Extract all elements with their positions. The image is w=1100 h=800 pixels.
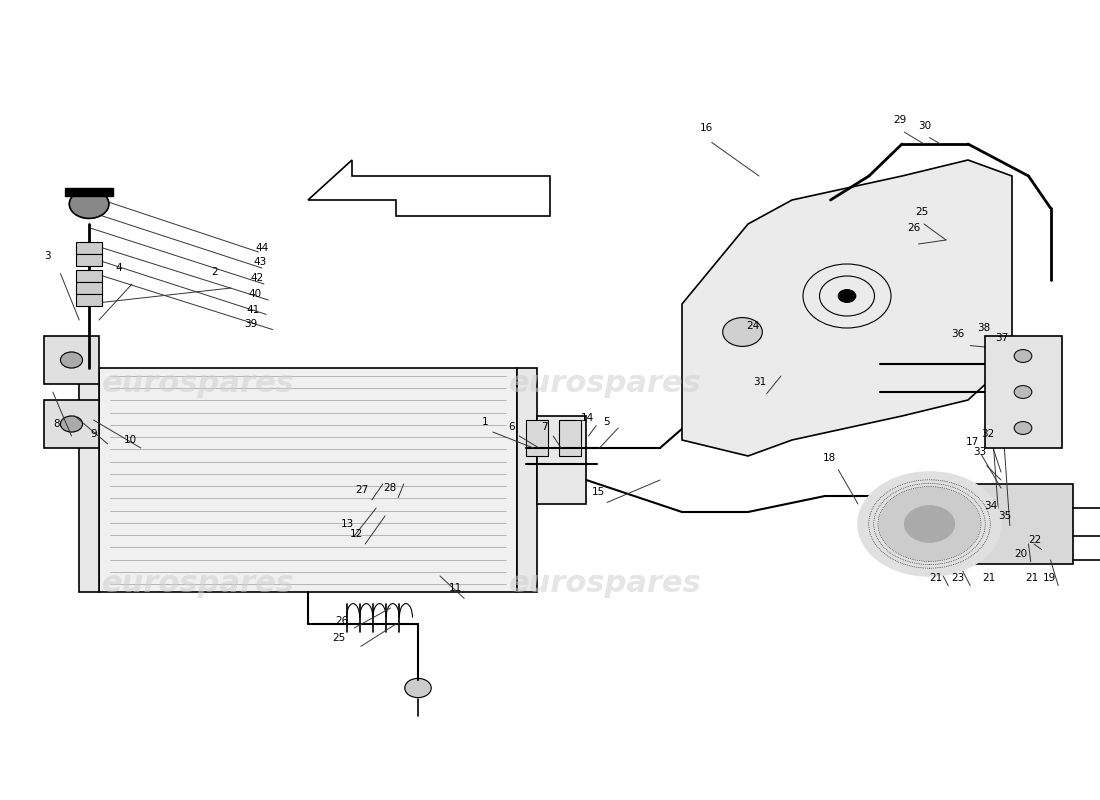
Text: eurospares: eurospares — [101, 570, 295, 598]
Text: 40: 40 — [249, 289, 262, 298]
Circle shape — [60, 416, 82, 432]
Bar — [79, 368, 99, 592]
Text: 35: 35 — [998, 511, 1011, 521]
Text: 14: 14 — [581, 414, 594, 423]
Text: eurospares: eurospares — [508, 370, 702, 398]
Text: 15: 15 — [592, 487, 605, 497]
Text: 20: 20 — [1014, 549, 1027, 558]
Text: 23: 23 — [952, 573, 965, 582]
Circle shape — [880, 488, 979, 560]
Text: 11: 11 — [449, 583, 462, 593]
Text: 26: 26 — [908, 223, 921, 233]
Text: 39: 39 — [244, 319, 257, 329]
Text: 12: 12 — [350, 530, 363, 539]
Text: 21: 21 — [1025, 573, 1038, 582]
Circle shape — [723, 318, 762, 346]
Text: 2: 2 — [211, 267, 218, 277]
Text: 8: 8 — [53, 419, 59, 429]
Text: 41: 41 — [246, 305, 260, 314]
Text: 43: 43 — [253, 257, 266, 266]
Bar — [76, 242, 102, 254]
Bar — [559, 420, 581, 456]
Circle shape — [60, 352, 82, 368]
Text: 21: 21 — [930, 573, 943, 582]
Text: eurospares: eurospares — [101, 370, 295, 398]
Text: 10: 10 — [124, 435, 138, 445]
Text: 19: 19 — [1043, 573, 1056, 582]
Text: 36: 36 — [952, 330, 965, 339]
Text: 6: 6 — [508, 422, 515, 432]
Text: 3: 3 — [44, 251, 51, 261]
Circle shape — [405, 678, 431, 698]
Text: 28: 28 — [383, 483, 396, 493]
Text: 4: 4 — [116, 263, 122, 273]
Text: 16: 16 — [700, 123, 713, 133]
Text: eurospares: eurospares — [508, 570, 702, 598]
Text: 1: 1 — [482, 417, 488, 426]
Text: 25: 25 — [915, 207, 928, 217]
Bar — [962, 484, 1072, 564]
Bar — [526, 420, 548, 456]
Bar — [76, 270, 102, 282]
Bar — [76, 294, 102, 306]
Bar — [984, 336, 1062, 448]
Text: 31: 31 — [754, 377, 767, 386]
Circle shape — [1014, 386, 1032, 398]
Circle shape — [904, 506, 955, 542]
Text: 13: 13 — [341, 519, 354, 529]
Text: 22: 22 — [1028, 535, 1042, 545]
Text: 7: 7 — [541, 422, 548, 432]
Text: 30: 30 — [918, 121, 932, 130]
Bar — [44, 336, 99, 384]
Text: 9: 9 — [90, 429, 97, 438]
Text: 29: 29 — [893, 115, 906, 125]
Text: 18: 18 — [823, 453, 836, 462]
Text: 38: 38 — [977, 323, 990, 333]
Text: 26: 26 — [336, 616, 349, 626]
Bar — [76, 254, 102, 266]
Text: 34: 34 — [984, 501, 998, 510]
Circle shape — [1014, 422, 1032, 434]
Circle shape — [1014, 350, 1032, 362]
Text: 17: 17 — [966, 437, 979, 446]
Bar — [76, 282, 102, 294]
Text: 24: 24 — [746, 322, 759, 331]
Text: 5: 5 — [603, 417, 609, 426]
Circle shape — [858, 472, 1001, 576]
Bar — [537, 416, 586, 504]
Text: 27: 27 — [355, 486, 368, 495]
Text: 44: 44 — [255, 243, 268, 253]
Text: 25: 25 — [332, 634, 345, 643]
Text: 33: 33 — [974, 447, 987, 457]
Bar — [44, 400, 99, 448]
Bar — [517, 368, 537, 592]
Circle shape — [838, 290, 856, 302]
Text: 32: 32 — [981, 429, 994, 438]
Polygon shape — [682, 160, 1012, 456]
Text: 21: 21 — [982, 573, 996, 582]
Circle shape — [69, 190, 109, 218]
Text: 37: 37 — [996, 334, 1009, 343]
Text: 42: 42 — [251, 273, 264, 282]
Bar — [99, 368, 517, 592]
Bar — [65, 188, 113, 196]
